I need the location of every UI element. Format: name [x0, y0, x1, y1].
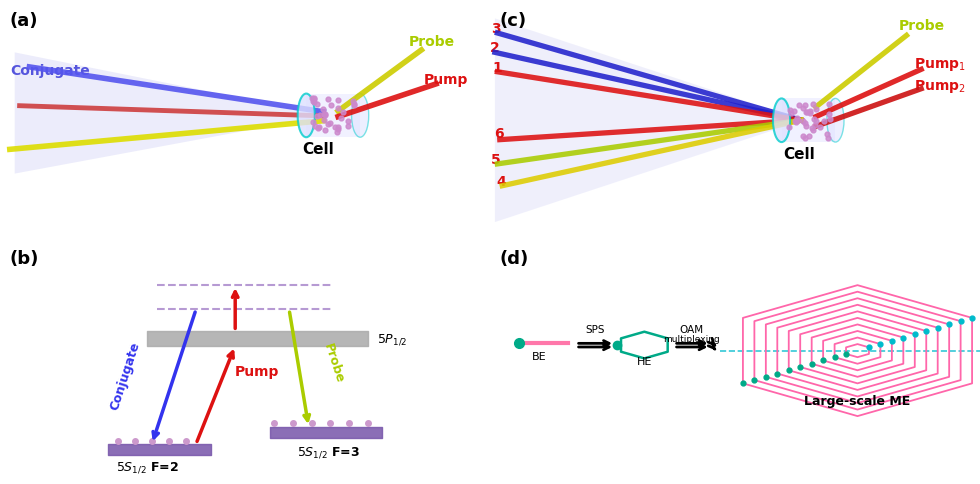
Polygon shape	[621, 332, 667, 359]
Text: Probe: Probe	[410, 35, 456, 49]
Text: $5P_{1/2}$: $5P_{1/2}$	[377, 331, 408, 346]
Text: Pump: Pump	[235, 364, 279, 378]
Text: Conjugate: Conjugate	[10, 64, 89, 78]
Polygon shape	[782, 99, 835, 143]
Polygon shape	[306, 94, 361, 138]
Text: multiplexing: multiplexing	[663, 335, 720, 344]
Text: (a): (a)	[10, 12, 38, 30]
Text: $5S_{1/2}$ F=2: $5S_{1/2}$ F=2	[116, 459, 178, 474]
Text: 6: 6	[494, 127, 504, 141]
Ellipse shape	[352, 94, 368, 138]
Text: OAM: OAM	[680, 325, 704, 335]
Ellipse shape	[827, 99, 844, 143]
Text: Pump$_1$: Pump$_1$	[913, 56, 965, 73]
Text: (b): (b)	[10, 249, 39, 267]
Text: Conjugate: Conjugate	[108, 339, 142, 411]
Text: (d): (d)	[500, 249, 529, 267]
Text: 1: 1	[492, 60, 502, 75]
Text: 4: 4	[496, 174, 506, 188]
Text: 5: 5	[491, 152, 501, 166]
Text: 2: 2	[490, 41, 500, 55]
Text: Large-scale ME: Large-scale ME	[805, 394, 910, 407]
Text: $5S_{1/2}$ F=3: $5S_{1/2}$ F=3	[297, 445, 360, 459]
Text: Cell: Cell	[303, 142, 334, 157]
Text: (c): (c)	[500, 12, 527, 30]
Ellipse shape	[773, 99, 790, 143]
Polygon shape	[495, 19, 804, 223]
Text: Cell: Cell	[783, 147, 814, 162]
Text: Pump$_2$: Pump$_2$	[913, 77, 965, 94]
Text: SPS: SPS	[586, 325, 605, 335]
Polygon shape	[15, 53, 328, 174]
Ellipse shape	[298, 94, 315, 138]
Text: BE: BE	[532, 351, 546, 362]
Text: Pump: Pump	[424, 73, 468, 87]
Text: 3: 3	[491, 22, 501, 36]
Text: Probe: Probe	[320, 342, 346, 384]
Text: Probe: Probe	[900, 19, 946, 33]
Text: HE: HE	[637, 356, 652, 366]
